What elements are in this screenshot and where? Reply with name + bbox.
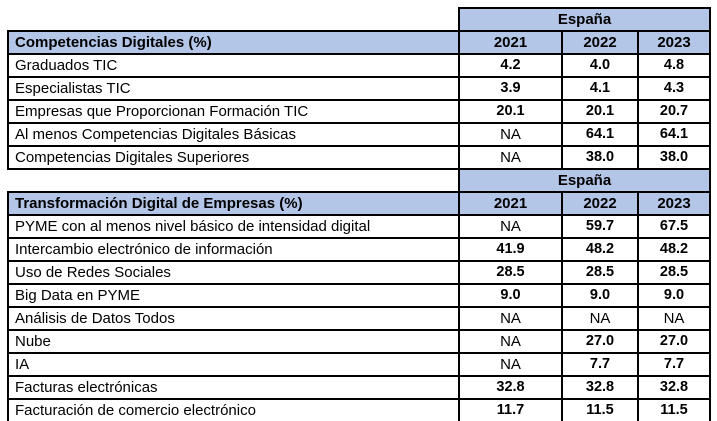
table-row: Big Data en PYME 9.0 9.0 9.0: [7, 283, 711, 308]
year-header-cell: 2022: [561, 191, 639, 216]
value-cell: 11.5: [637, 398, 711, 421]
value-cell: 7.7: [637, 352, 711, 377]
metric-label-cell: Nube: [7, 329, 460, 354]
year-header-cell: 2021: [458, 191, 563, 216]
value-cell: 48.2: [637, 237, 711, 262]
section-title-cell: Competencias Digitales (%): [7, 30, 460, 55]
table-row: Al menos Competencias Digitales Básicas N…: [7, 122, 711, 147]
table-row: Empresas que Proporcionan Formación TIC 2…: [7, 99, 711, 124]
value-cell: 28.5: [458, 260, 563, 285]
metric-label-cell: IA: [7, 352, 460, 377]
table-row: Uso de Redes Sociales 28.5 28.5 28.5: [7, 260, 711, 285]
value-cell: 7.7: [561, 352, 639, 377]
region-banner-row: España: [8, 7, 711, 32]
value-cell: NA: [458, 329, 563, 354]
metric-label-cell: Uso de Redes Sociales: [7, 260, 460, 285]
section-header-row: Competencias Digitales (%) 2021 2022 2023: [7, 30, 711, 55]
table-row: Intercambio electrónico de información 41…: [7, 237, 711, 262]
table-body: España Competencias Digitales (%) 2021 2022…: [7, 7, 711, 421]
region-banner-row: España: [8, 168, 711, 193]
region-header-cell: España: [458, 7, 711, 32]
value-cell: 64.1: [561, 122, 639, 147]
value-cell: 38.0: [637, 145, 711, 170]
value-cell: 41.9: [458, 237, 563, 262]
value-cell: 3.9: [458, 76, 563, 101]
metric-label-cell: Graduados TIC: [7, 53, 460, 78]
metric-label-cell: Competencias Digitales Superiores: [7, 145, 460, 170]
value-cell: NA: [637, 306, 711, 331]
value-cell: 4.3: [637, 76, 711, 101]
value-cell: 64.1: [637, 122, 711, 147]
value-cell: 20.1: [458, 99, 563, 124]
value-cell: 32.8: [458, 375, 563, 400]
value-cell: 28.5: [561, 260, 639, 285]
section-header-row: Transformación Digital de Empresas (%) 20…: [7, 191, 711, 216]
table-row: Especialistas TIC 3.9 4.1 4.3: [7, 76, 711, 101]
value-cell: 32.8: [637, 375, 711, 400]
metric-label-cell: Análisis de Datos Todos: [7, 306, 460, 331]
metric-label-cell: Facturas electrónicas: [7, 375, 460, 400]
value-cell: NA: [561, 306, 639, 331]
metric-label-cell: Big Data en PYME: [7, 283, 460, 308]
value-cell: 4.8: [637, 53, 711, 78]
value-cell: 11.5: [561, 398, 639, 421]
value-cell: 27.0: [561, 329, 639, 354]
value-cell: 67.5: [637, 214, 711, 239]
value-cell: NA: [458, 352, 563, 377]
value-cell: 4.2: [458, 53, 563, 78]
value-cell: NA: [458, 214, 563, 239]
value-cell: 48.2: [561, 237, 639, 262]
section-title-cell: Transformación Digital de Empresas (%): [7, 191, 460, 216]
metric-label-cell: Especialistas TIC: [7, 76, 460, 101]
region-header-cell: España: [458, 168, 711, 193]
table-row: Facturación de comercio electrónico 11.7 1…: [7, 398, 711, 421]
digital-indicators-table: España Competencias Digitales (%) 2021 2022…: [7, 7, 711, 421]
table-row: PYME con al menos nivel básico de intens…: [7, 214, 711, 239]
metric-label-cell: Empresas que Proporcionan Formación TIC: [7, 99, 460, 124]
value-cell: NA: [458, 306, 563, 331]
value-cell: NA: [458, 145, 563, 170]
value-cell: 4.0: [561, 53, 639, 78]
metric-label-cell: Facturación de comercio electrónico: [7, 398, 460, 421]
table-row: Graduados TIC 4.2 4.0 4.8: [7, 53, 711, 78]
value-cell: 20.1: [561, 99, 639, 124]
value-cell: NA: [458, 122, 563, 147]
table-row: Análisis de Datos Todos NA NA NA: [7, 306, 711, 331]
value-cell: 28.5: [637, 260, 711, 285]
year-header-cell: 2022: [561, 30, 639, 55]
value-cell: 59.7: [561, 214, 639, 239]
year-header-cell: 2021: [458, 30, 563, 55]
table-row: Nube NA 27.0 27.0: [7, 329, 711, 354]
year-header-cell: 2023: [637, 30, 711, 55]
value-cell: 9.0: [637, 283, 711, 308]
value-cell: 32.8: [561, 375, 639, 400]
metric-label-cell: Al menos Competencias Digitales Básicas: [7, 122, 460, 147]
value-cell: 38.0: [561, 145, 639, 170]
metric-label-cell: Intercambio electrónico de información: [7, 237, 460, 262]
value-cell: 9.0: [561, 283, 639, 308]
metric-label-cell: PYME con al menos nivel básico de intens…: [7, 214, 460, 239]
year-header-cell: 2023: [637, 191, 711, 216]
value-cell: 11.7: [458, 398, 563, 421]
spacer-cell: [8, 8, 459, 31]
value-cell: 9.0: [458, 283, 563, 308]
table-row: Facturas electrónicas 32.8 32.8 32.8: [7, 375, 711, 400]
spacer-cell: [8, 169, 459, 192]
value-cell: 27.0: [637, 329, 711, 354]
table-row: IA NA 7.7 7.7: [7, 352, 711, 377]
table-row: Competencias Digitales Superiores NA 38.0 3…: [7, 145, 711, 170]
value-cell: 4.1: [561, 76, 639, 101]
value-cell: 20.7: [637, 99, 711, 124]
